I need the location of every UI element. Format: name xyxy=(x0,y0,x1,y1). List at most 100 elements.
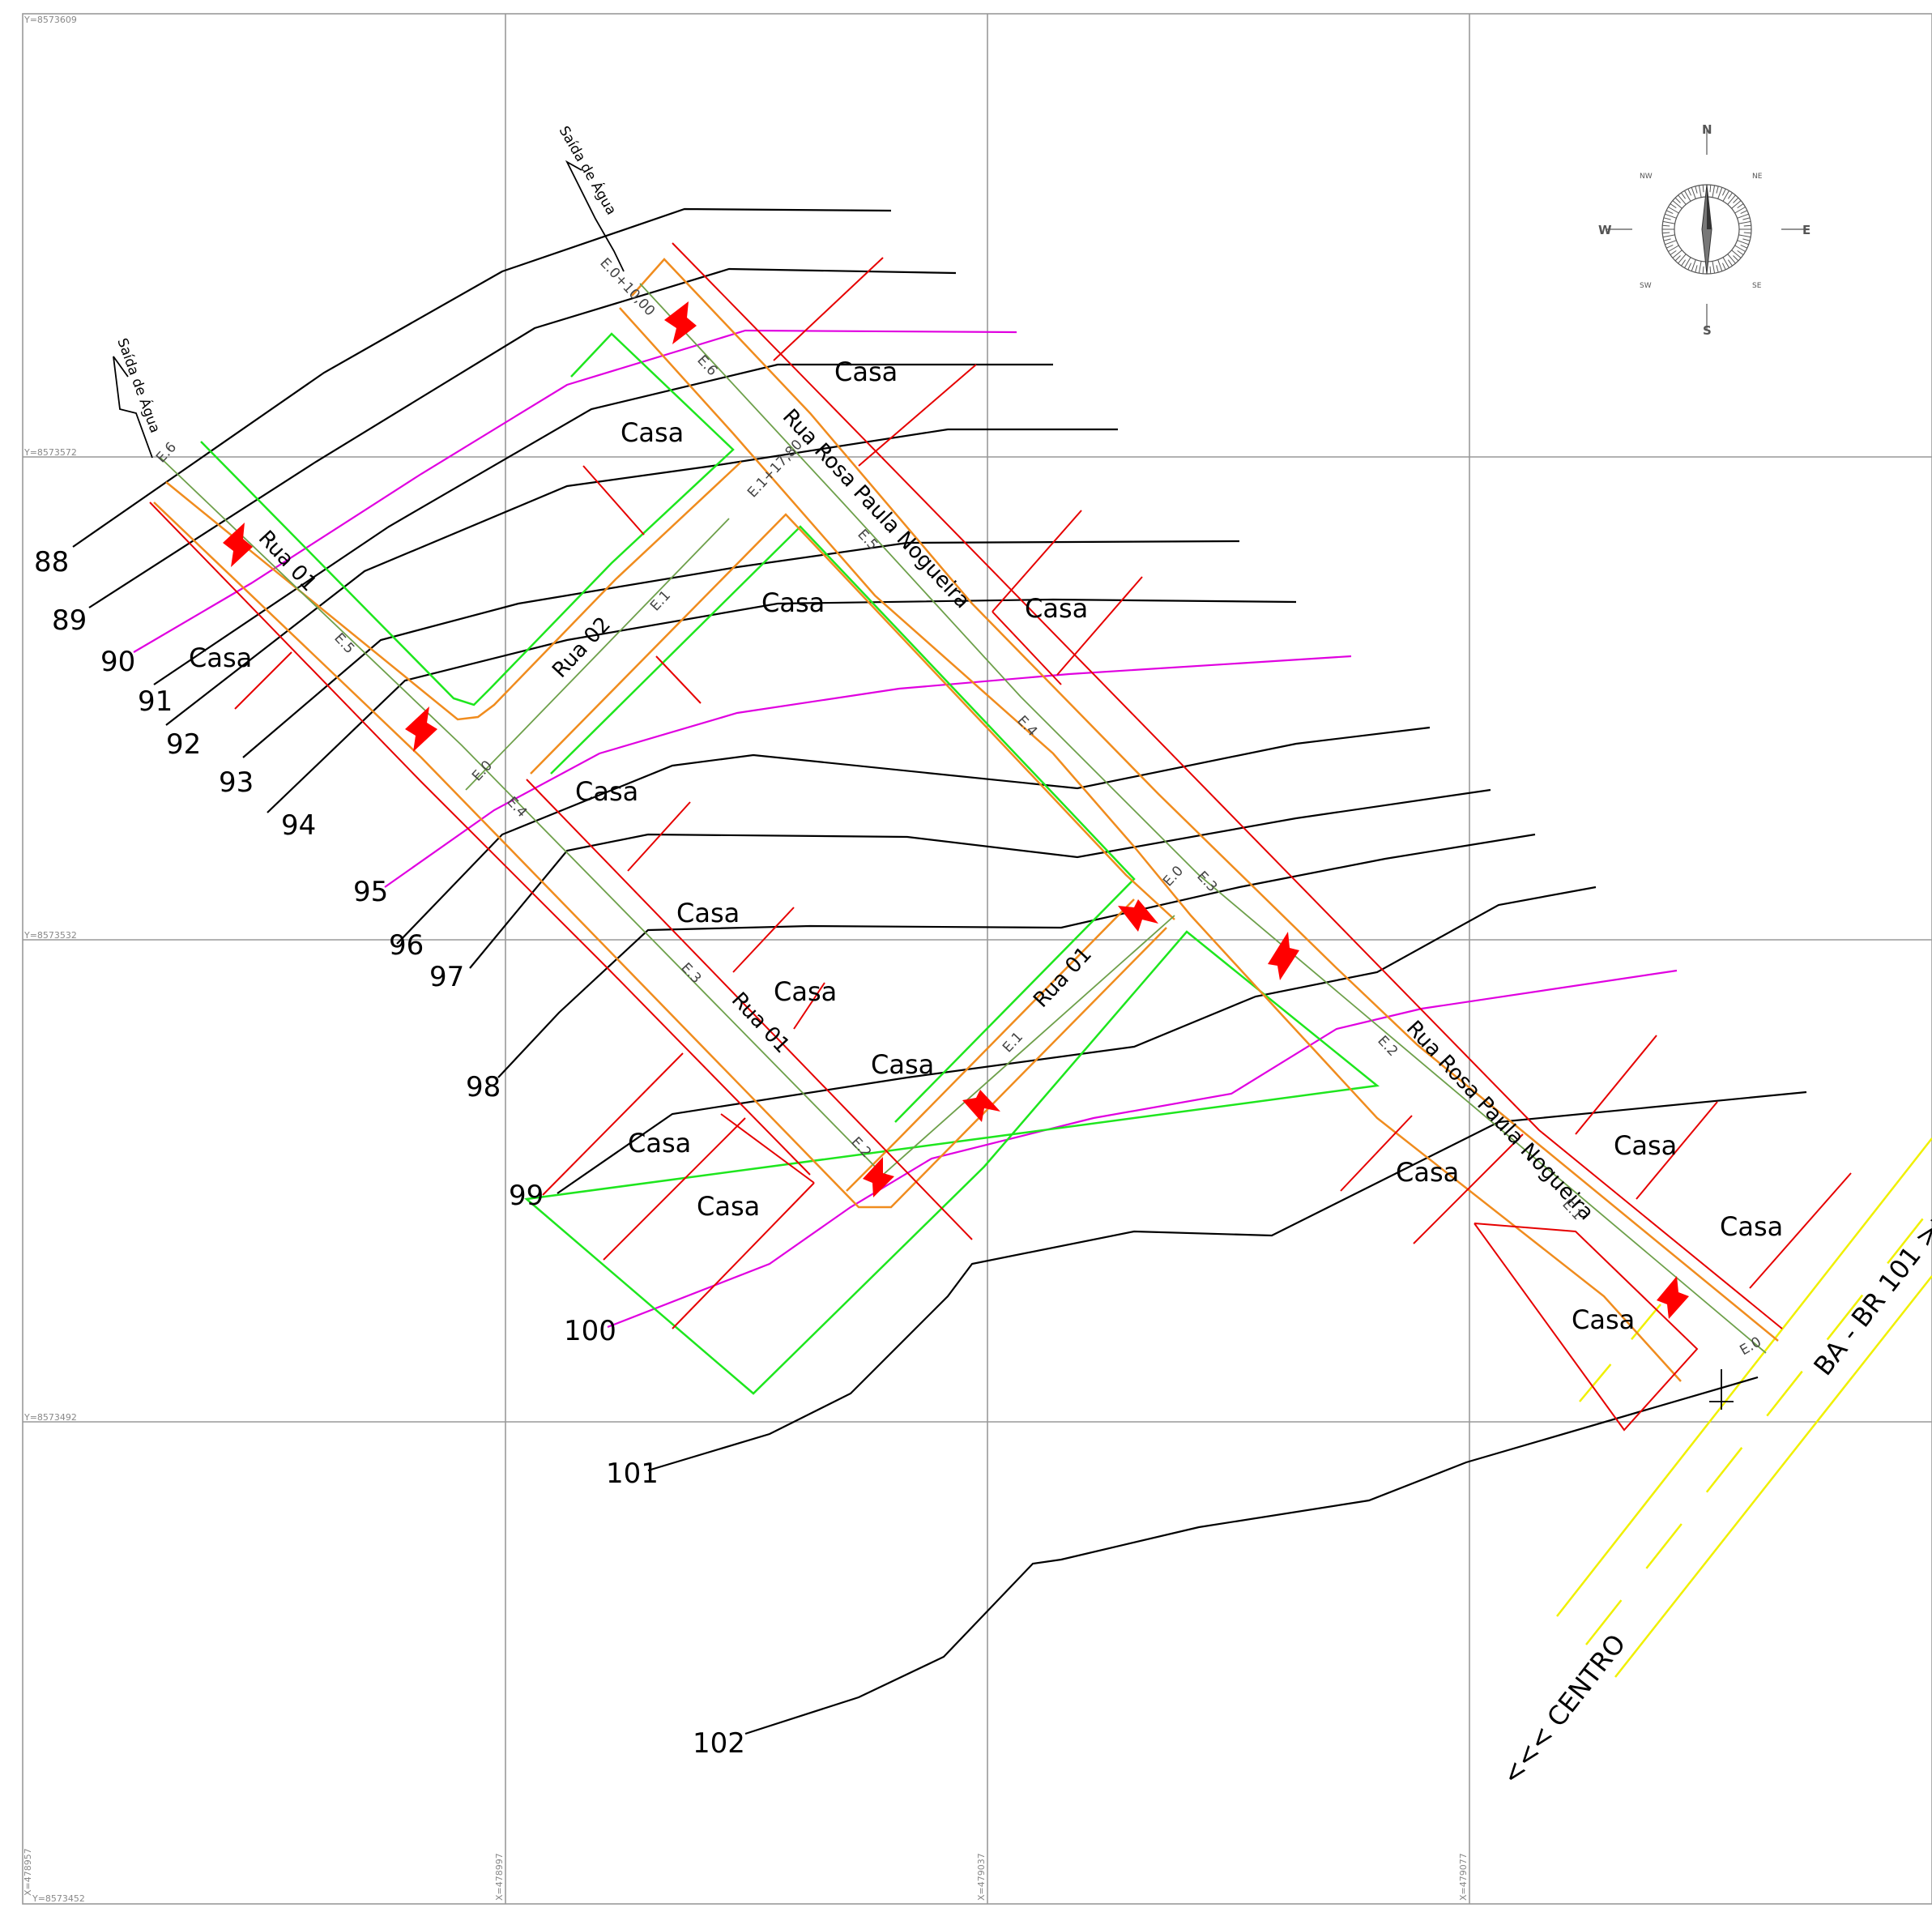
compass-tick xyxy=(1743,224,1751,227)
house-label: Casa xyxy=(697,1191,760,1222)
compass-tick xyxy=(1716,265,1719,273)
house-label: Casa xyxy=(1614,1130,1677,1161)
compass-tick xyxy=(1734,207,1746,214)
house-label: Casa xyxy=(575,776,638,807)
contour-label-91: 91 xyxy=(138,685,173,718)
compass-east: E xyxy=(1802,223,1810,237)
contour-label-101: 101 xyxy=(606,1457,659,1490)
block-west xyxy=(200,332,735,706)
contour-95 xyxy=(384,655,1352,888)
compass-tick xyxy=(1722,190,1729,202)
house-labels: Casa Casa Casa Casa Casa Casa Casa Casa … xyxy=(189,356,1783,1335)
grid-label-y3: Y=8573532 xyxy=(23,930,77,941)
compass-tick xyxy=(1698,185,1702,198)
contour-label-93: 93 xyxy=(219,766,254,799)
arrow-6 xyxy=(962,1090,1000,1122)
contour-101 xyxy=(647,1090,1807,1472)
arrow-8 xyxy=(1657,1276,1689,1319)
compass-tick xyxy=(1737,203,1744,209)
house-label: Casa xyxy=(676,898,740,928)
contour-93 xyxy=(242,540,1240,758)
compass-tick xyxy=(1665,213,1677,219)
compass-tick xyxy=(1668,245,1679,252)
compass-tick xyxy=(1698,261,1702,274)
compass-tick xyxy=(1712,261,1716,274)
compass-tick xyxy=(1663,217,1671,220)
compass-tick xyxy=(1678,254,1687,264)
contour-88 xyxy=(72,207,892,548)
house-label: Casa xyxy=(1572,1304,1635,1335)
compass-tick xyxy=(1674,255,1681,262)
house-label: Casa xyxy=(1396,1157,1459,1188)
compass-tick xyxy=(1727,259,1733,267)
rua-02-axis xyxy=(465,518,730,791)
house-label: Casa xyxy=(834,356,898,387)
house-label: Casa xyxy=(871,1049,934,1080)
grid-label-y1: Y=8573609 xyxy=(23,15,77,25)
compass-tick xyxy=(1670,203,1677,209)
compass-tick xyxy=(1727,194,1736,205)
lot-north-edge xyxy=(672,242,1783,1329)
arrow-4 xyxy=(1118,899,1158,932)
rua-01-axis xyxy=(160,457,1175,1176)
compass-tick xyxy=(1727,192,1733,199)
house-label: Casa xyxy=(189,642,252,673)
highway xyxy=(1556,1137,1932,1678)
compass-tick xyxy=(1737,250,1744,255)
compass-tick xyxy=(1738,234,1751,238)
compass-tick xyxy=(1663,238,1671,241)
compass-tick xyxy=(1716,186,1719,194)
compass-tick xyxy=(1662,220,1675,224)
rua-rosa-axis xyxy=(639,283,1767,1354)
blocks xyxy=(200,332,1380,1395)
grid-labels: Y=8573609 Y=8573572 Y=8573532 Y=8573492 … xyxy=(23,15,1469,1904)
compass-tick xyxy=(1742,217,1751,220)
compass-tick xyxy=(1737,213,1749,219)
compass-tick xyxy=(1717,259,1723,271)
compass-tick xyxy=(1681,192,1687,199)
rua-rosa-edge-1 xyxy=(631,258,1779,1342)
contour-label-88: 88 xyxy=(34,546,69,578)
compass-tick xyxy=(1731,200,1742,209)
compass-tick xyxy=(1691,259,1696,271)
contour-label-97: 97 xyxy=(429,961,464,993)
grid-label-y4: Y=8573492 xyxy=(23,1412,77,1423)
house-label: Casa xyxy=(1025,593,1088,624)
contour-label-89: 89 xyxy=(52,604,87,637)
compass-tick xyxy=(1684,190,1691,202)
contour-98 xyxy=(497,833,1536,1078)
compass-nw: NW xyxy=(1640,173,1653,181)
contour-lines-magenta xyxy=(133,329,1678,1329)
compass-tick xyxy=(1734,245,1746,252)
water-outlets xyxy=(113,160,1734,1410)
compass-tick xyxy=(1737,240,1749,245)
compass-tick xyxy=(1687,262,1692,271)
compass-tick xyxy=(1665,210,1674,215)
contour-94 xyxy=(267,598,1297,813)
contour-label-102: 102 xyxy=(693,1727,745,1760)
compass-tick xyxy=(1702,185,1704,193)
compass-ne: NE xyxy=(1752,173,1763,181)
compass-west: W xyxy=(1598,223,1612,237)
compass-tick xyxy=(1742,238,1751,241)
compass-tick xyxy=(1691,187,1696,199)
contour-label-95: 95 xyxy=(353,876,388,908)
compass-tick xyxy=(1684,257,1691,268)
grid-label-x2: X=478997 xyxy=(494,1853,505,1901)
house-label: Casa xyxy=(761,587,825,618)
compass-tick xyxy=(1733,255,1739,262)
street-axes xyxy=(160,283,1767,1354)
contour-label-90: 90 xyxy=(100,646,135,678)
house-label: Casa xyxy=(774,976,837,1007)
contour-96 xyxy=(396,726,1431,945)
compass-tick xyxy=(1717,187,1723,199)
compass-tick xyxy=(1668,207,1679,214)
compass-sw: SW xyxy=(1640,282,1652,290)
contour-label-92: 92 xyxy=(166,728,201,761)
contour-label-99: 99 xyxy=(509,1180,544,1212)
compass-tick xyxy=(1712,185,1716,198)
compass-tick xyxy=(1702,266,1704,274)
compass-tick xyxy=(1721,188,1726,196)
compass-tick xyxy=(1670,250,1677,255)
